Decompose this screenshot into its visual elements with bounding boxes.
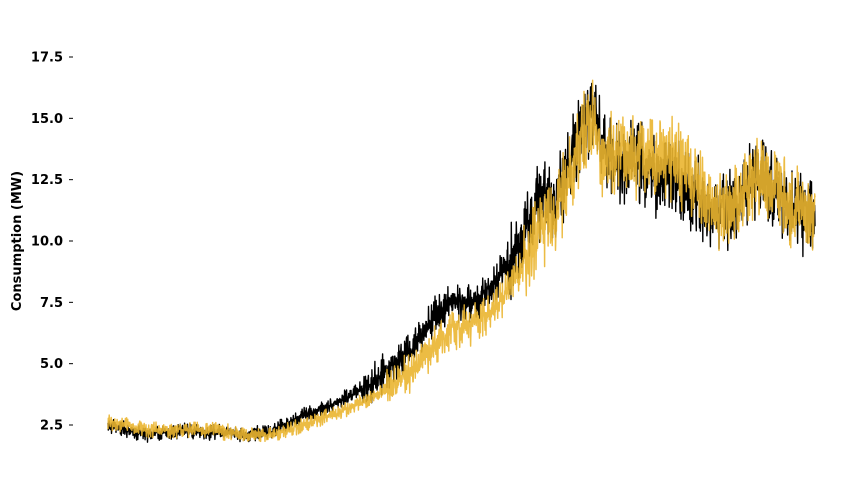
y-tick-label: 15.0 — [31, 112, 63, 127]
y-tick-label: 7.5 — [40, 296, 63, 311]
y-tick-label: 10.0 — [31, 235, 63, 250]
series-line-1 — [107, 82, 816, 443]
y-axis: 2.5 5.0 7.5 10.0 12.5 15.0 17.5 — [31, 50, 73, 434]
series-line-2 — [107, 79, 816, 443]
y-axis-label: Consumption (MW) — [10, 171, 25, 311]
y-tick-label: 17.5 — [31, 50, 63, 65]
y-tick-label: 12.5 — [31, 173, 63, 188]
y-tick-label: 2.5 — [40, 419, 63, 434]
y-tick-label: 5.0 — [40, 357, 63, 372]
series-layer — [107, 79, 816, 443]
series-line-2-overlap-shade — [107, 79, 816, 443]
